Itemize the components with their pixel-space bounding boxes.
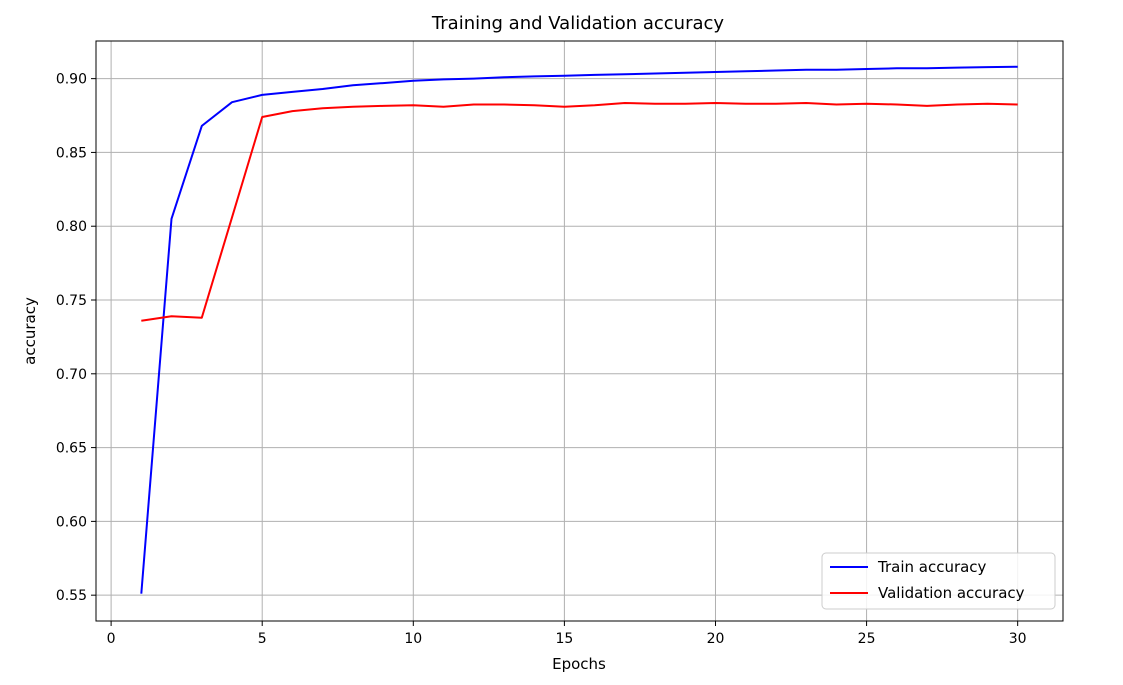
legend: Train accuracy Validation accuracy bbox=[821, 552, 1056, 610]
plot-area-frame bbox=[95, 40, 1064, 622]
y-tick-label: 0.65 bbox=[56, 441, 87, 457]
x-axis-ticks: 0 5 10 15 20 25 30 bbox=[107, 621, 1027, 647]
series-lines bbox=[140, 65, 1018, 594]
x-tick-label: 30 bbox=[1009, 631, 1027, 647]
y-tick-label: 0.80 bbox=[56, 219, 87, 235]
series-line-train-accuracy bbox=[140, 65, 1018, 594]
legend-box bbox=[821, 552, 1056, 610]
y-tick-label: 0.85 bbox=[56, 145, 87, 161]
y-tick-label: 0.55 bbox=[56, 588, 87, 604]
x-tick-label: 25 bbox=[858, 631, 876, 647]
legend-entry-label: Validation accuracy bbox=[878, 584, 1025, 602]
y-tick-label: 0.90 bbox=[56, 72, 87, 88]
y-axis-ticks: 0.55 0.60 0.65 0.70 0.75 0.80 0.85 0.90 bbox=[56, 72, 96, 604]
y-tick-label: 0.75 bbox=[56, 293, 87, 309]
x-tick-label: 15 bbox=[555, 631, 573, 647]
grid bbox=[96, 41, 1063, 621]
x-tick-label: 0 bbox=[107, 631, 116, 647]
x-tick-label: 5 bbox=[258, 631, 267, 647]
series-line-validation-accuracy bbox=[141, 102, 1018, 322]
x-axis-label: Epochs bbox=[552, 655, 606, 673]
y-tick-label: 0.60 bbox=[56, 514, 87, 530]
x-tick-label: 20 bbox=[707, 631, 725, 647]
legend-entry-label: Train accuracy bbox=[877, 558, 987, 576]
chart-title: Training and Validation accuracy bbox=[431, 13, 724, 34]
y-tick-label: 0.70 bbox=[56, 367, 87, 383]
x-tick-label: 10 bbox=[404, 631, 422, 647]
y-axis-label: accuracy bbox=[21, 297, 39, 365]
